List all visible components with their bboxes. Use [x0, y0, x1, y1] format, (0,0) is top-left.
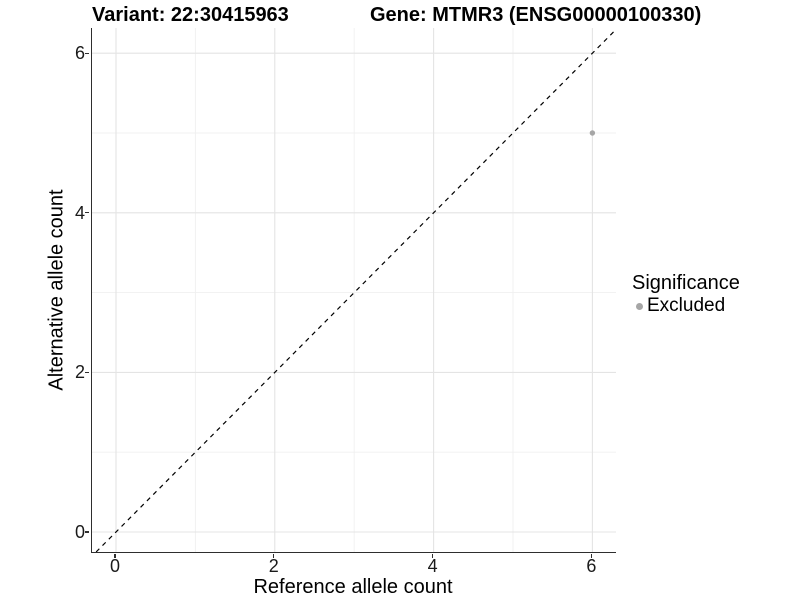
x-axis-title: Reference allele count: [253, 576, 453, 598]
legend: Significance Excluded: [632, 272, 740, 316]
x-tick-label: 4: [427, 556, 438, 576]
y-tick-mark: [85, 531, 90, 533]
y-axis-title: Alternative allele count: [45, 189, 68, 391]
x-tick-mark: [590, 553, 592, 558]
x-tick-mark: [114, 553, 116, 558]
data-point: [589, 130, 596, 136]
y-tick-label: 0: [74, 522, 85, 542]
y-tick-mark: [85, 52, 90, 54]
y-tick-label: 2: [74, 362, 85, 383]
x-tick-label: 6: [586, 556, 597, 576]
identity-dashed-line: [95, 28, 616, 552]
legend-item-label: Excluded: [647, 295, 726, 316]
legend-item-excluded: Excluded: [632, 295, 740, 316]
y-tick-mark: [85, 212, 90, 214]
plot-title-variant: Variant: 22:30415963: [92, 4, 289, 26]
y-tick-label: 6: [74, 43, 85, 64]
x-tick-mark: [432, 553, 434, 558]
plot-panel: [91, 28, 616, 553]
legend-marker-circle-icon: [636, 302, 643, 310]
plot-title-gene: Gene: MTMR3 (ENSG00000100330): [370, 4, 702, 26]
legend-title: Significance: [632, 272, 740, 294]
plot-area-svg: [92, 28, 616, 552]
x-tick-label: 0: [109, 556, 120, 576]
x-tick-label: 2: [268, 556, 279, 576]
y-tick-mark: [85, 371, 90, 373]
x-tick-mark: [273, 553, 275, 558]
y-tick-label: 4: [74, 202, 85, 223]
